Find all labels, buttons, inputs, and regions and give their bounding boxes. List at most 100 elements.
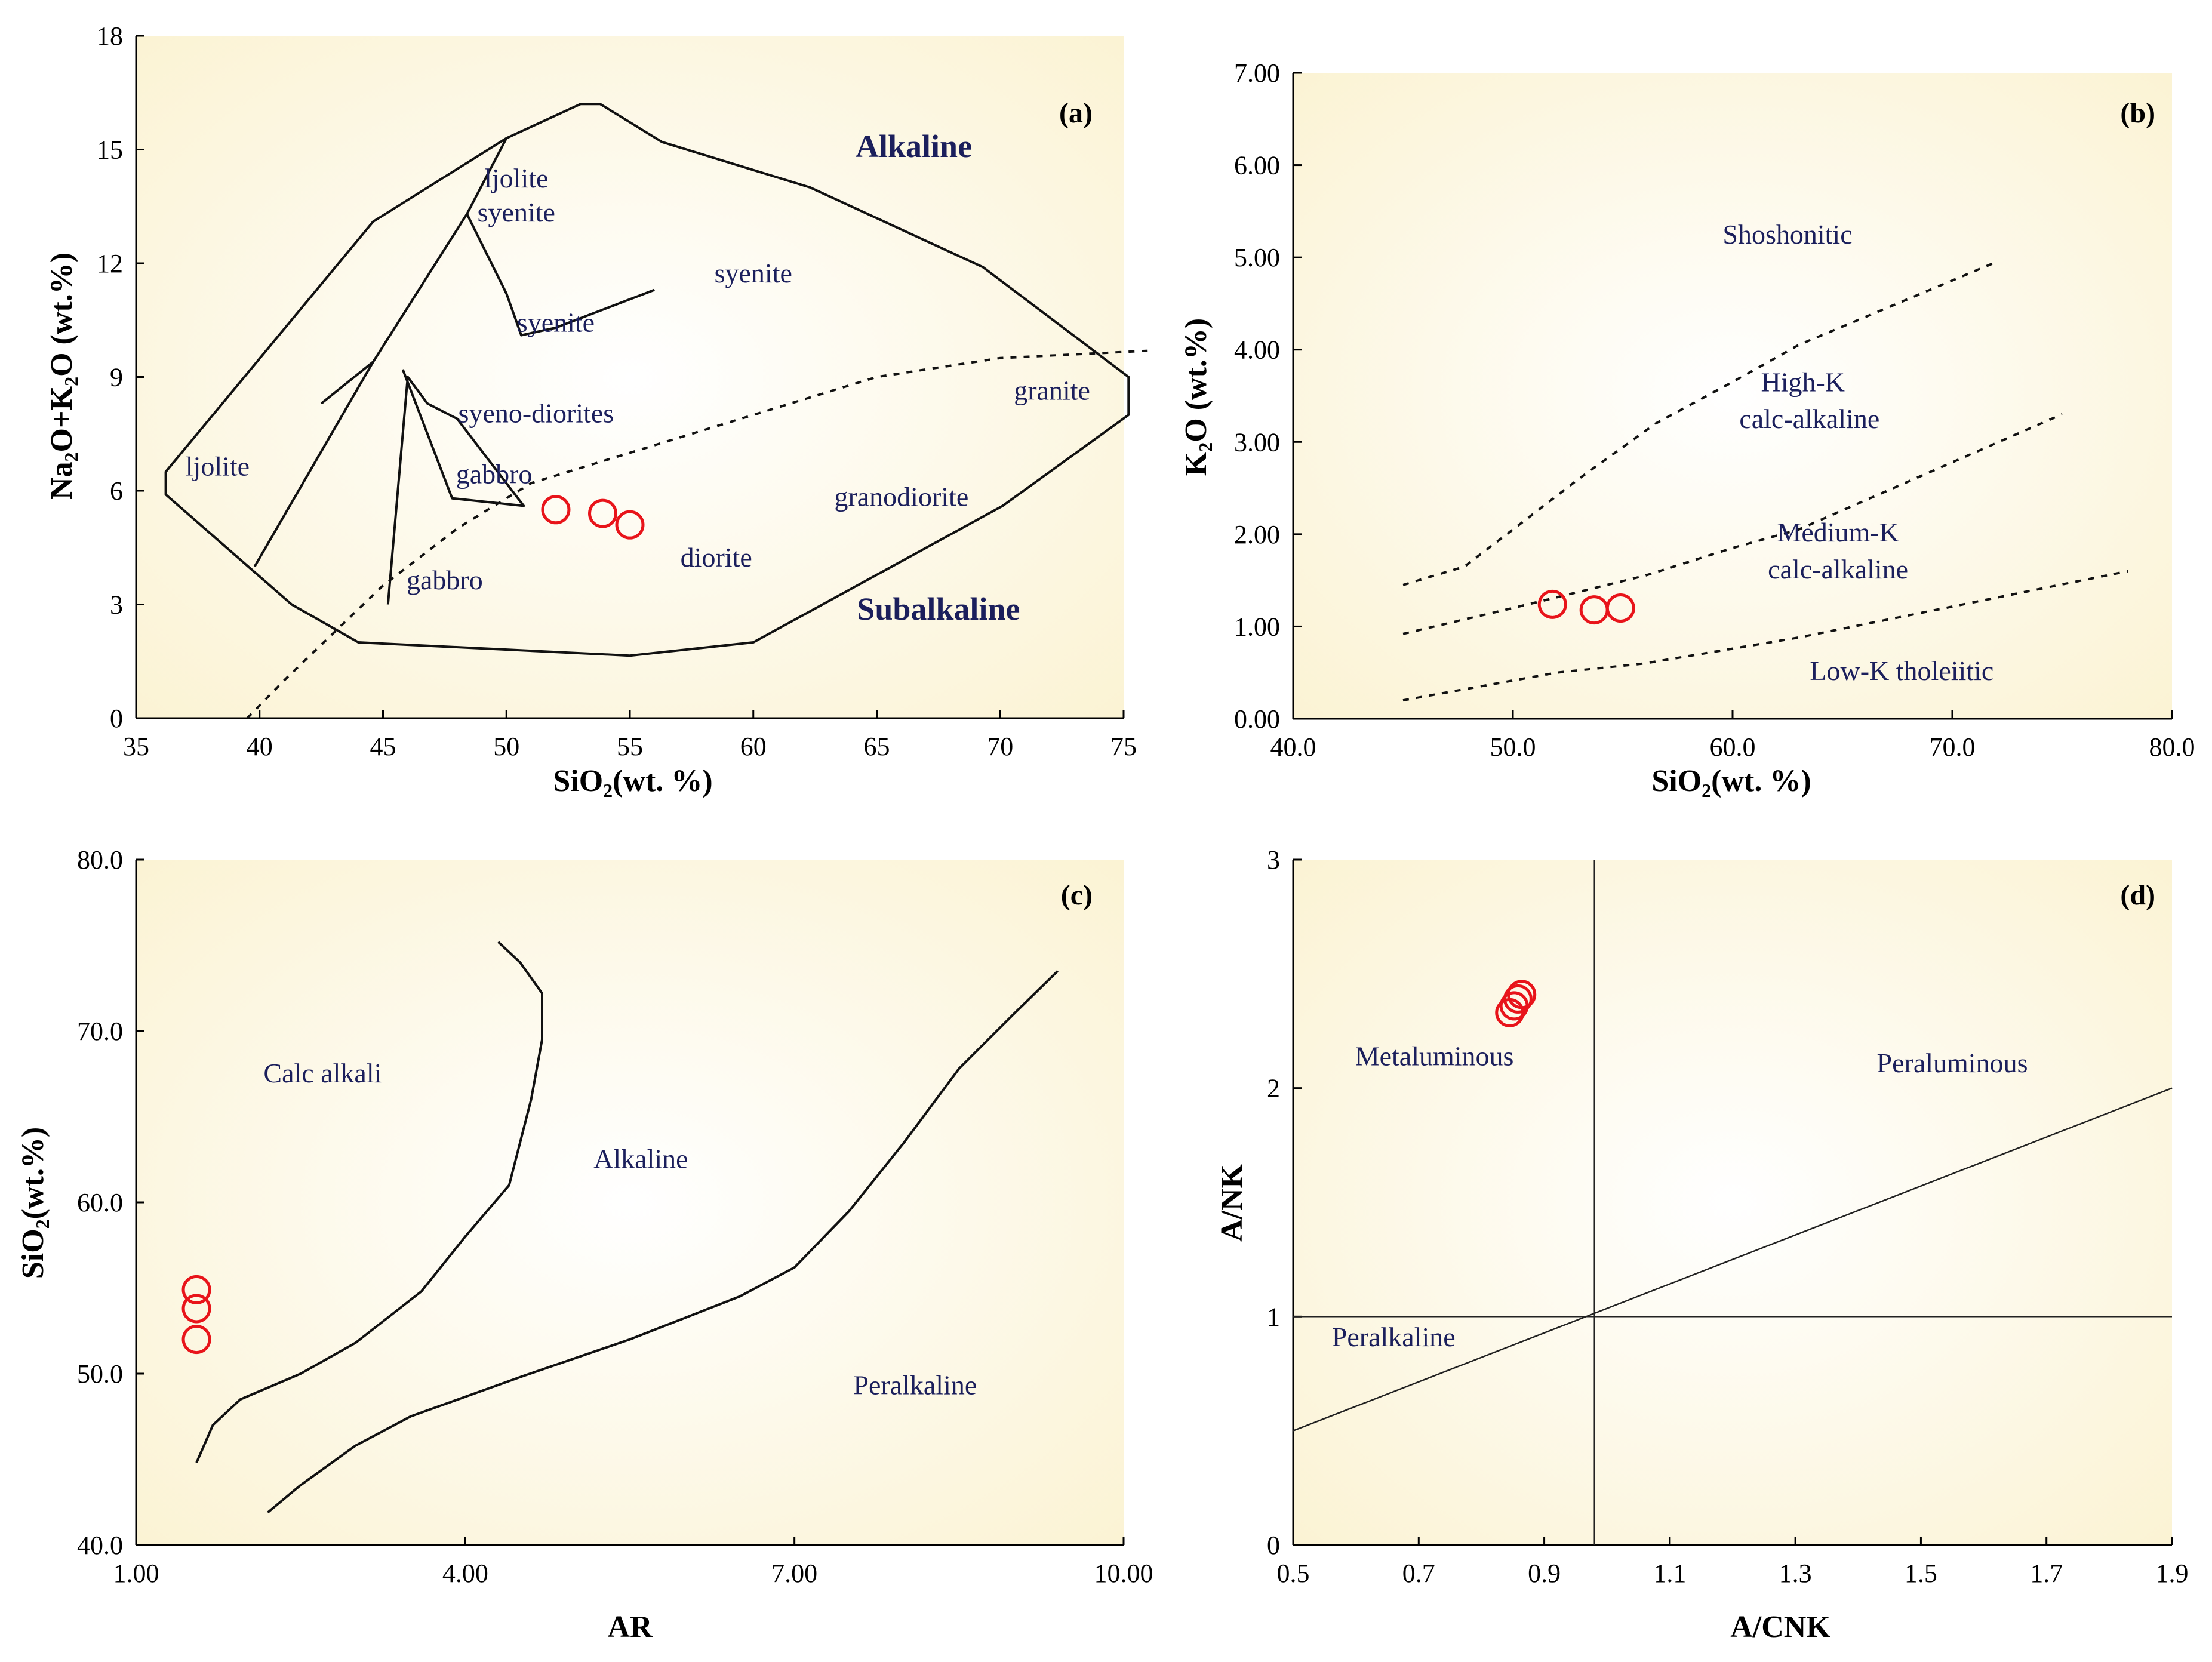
field-label: Peraluminous: [1877, 1048, 2028, 1078]
field-label: Shoshonitic: [1722, 219, 1852, 250]
x-tick-label: 45: [370, 732, 396, 761]
alkaline-subalkaline-divider: [246, 349, 1153, 719]
sample-point: [615, 510, 645, 540]
y-tick-label: 7.00: [1234, 59, 1280, 88]
x-tick-label: 0.7: [1402, 1559, 1435, 1588]
sample-point: [1605, 593, 1635, 623]
sample-point: [181, 1325, 211, 1355]
field-label: ljolite: [484, 163, 548, 193]
y-tick-label: 5.00: [1234, 243, 1280, 272]
y-tick-label: 70.0: [77, 1017, 123, 1046]
y-tick-label: 3: [1267, 845, 1280, 875]
x-axis-label-c: AR: [607, 1610, 653, 1644]
y-tick-label: 12: [97, 249, 123, 278]
panel-a: 35 40 45 50 55 60 65 70 75 0 3 6 9 12 15 18 ljolite ljoli…: [45, 21, 1153, 801]
series-divider-line: [1402, 570, 2128, 702]
x-tick-label: 50: [493, 732, 519, 761]
y-tick-label: 80.0: [77, 845, 123, 875]
y-tick-label: 3.00: [1234, 427, 1280, 457]
field-label: calc-alkaline: [1768, 554, 1908, 584]
x-tick-label: 65: [864, 732, 890, 761]
field-label: granite: [1014, 376, 1090, 406]
y-tick-label: 3: [110, 590, 123, 620]
y-tick-label: 0.00: [1234, 704, 1280, 734]
panel-d: 0.5 0.7 0.9 1.1 1.3 1.5 1.7 1.9 0 1 2 3 Metaluminous…: [1215, 845, 2189, 1644]
field-label: High-K: [1761, 367, 1845, 397]
panel-c: 1.00 4.00 7.00 10.00 40.0 50.0 60.0 70.0 80.0 Cal…: [16, 845, 1153, 1644]
y-tick-label: 2: [1267, 1074, 1280, 1103]
y-axis-label-d: A/NK: [1215, 1164, 1249, 1242]
sample-point: [541, 495, 571, 525]
field-label: syeno-diorites: [459, 398, 614, 429]
plot-area-a: [136, 36, 1124, 718]
field-label: Alkaline: [856, 128, 972, 164]
field-label: syenite: [517, 307, 595, 337]
y-tick-label: 4.00: [1234, 336, 1280, 365]
x-tick-label: 70.0: [1930, 732, 1976, 762]
x-tick-label: 75: [1110, 732, 1137, 761]
panel-label-a: (a): [1059, 97, 1093, 129]
plot-area-b: [1293, 73, 2172, 719]
series-divider-line: [1402, 413, 2063, 635]
field-label: gabbro: [456, 458, 533, 489]
field-boundary-curve: [195, 941, 543, 1463]
field-boundary-line: [253, 137, 508, 568]
y-axis-label-b: K2O (wt.%): [1179, 318, 1216, 476]
field-label: Calc alkali: [263, 1058, 382, 1088]
field-label: Metaluminous: [1355, 1041, 1514, 1071]
x-tick-label: 1.9: [2156, 1559, 2189, 1588]
x-axis-label-b: SiO2(wt. %): [1651, 764, 1811, 801]
x-tick-label: 0.5: [1277, 1559, 1310, 1588]
y-tick-label: 0: [110, 704, 123, 733]
field-boundary-line: [466, 213, 656, 337]
y-tick-label: 9: [110, 363, 123, 392]
y-tick-label: 18: [97, 21, 123, 51]
panel-label-c: (c): [1061, 879, 1093, 911]
marks-d: 0.5 0.7 0.9 1.1 1.3 1.5 1.7 1.9 0 1 2 3 Metaluminous…: [1267, 845, 2189, 1588]
marks-b: 40.0 50.0 60.0 70.0 80.0 0.00 1.00 2.00 3.00 4.00…: [1234, 59, 2195, 762]
x-tick-label: 1.5: [1905, 1559, 1937, 1588]
x-tick-label: 55: [617, 732, 643, 761]
x-axis-label-d: A/CNK: [1730, 1610, 1830, 1644]
field-label: gabbro: [407, 565, 483, 595]
x-tick-label: 7.00: [771, 1559, 817, 1588]
panel-b: 40.0 50.0 60.0 70.0 80.0 0.00 1.00 2.00 3.00 4.00…: [1179, 59, 2195, 801]
field-boundary-line: [320, 361, 374, 405]
y-tick-label: 40.0: [77, 1531, 123, 1560]
y-tick-label: 2.00: [1234, 520, 1280, 549]
y-tick-label: 6: [110, 476, 123, 506]
sample-point: [1503, 984, 1533, 1014]
field-label: ljolite: [186, 451, 250, 482]
x-axis-label-a: SiO2(wt. %): [553, 764, 712, 801]
field-boundary-line: [1293, 1087, 2173, 1432]
x-tick-label: 60: [740, 732, 767, 761]
x-tick-label: 1.3: [1779, 1559, 1812, 1588]
sample-point: [181, 1294, 211, 1324]
field-label: granodiorite: [834, 481, 968, 512]
y-tick-label: 6.00: [1234, 151, 1280, 180]
y-tick-label: 15: [97, 136, 123, 165]
marks-a: 35 40 45 50 55 60 65 70 75 0 3 6 9 12 15 18 ljolite ljoli…: [97, 21, 1153, 761]
field-boundary-line: [164, 103, 1130, 657]
y-tick-label: 1: [1267, 1302, 1280, 1331]
x-tick-label: 1.00: [113, 1559, 159, 1588]
x-tick-label: 35: [123, 732, 149, 761]
sample-point: [588, 498, 618, 528]
field-label: Medium-K: [1777, 517, 1899, 547]
field-label: Alkaline: [593, 1144, 688, 1174]
field-label: Subalkaline: [857, 591, 1020, 627]
sample-point: [1507, 980, 1537, 1009]
x-tick-label: 60.0: [1710, 732, 1756, 762]
panel-label-b: (b): [2120, 97, 2155, 129]
x-tick-label: 40: [247, 732, 273, 761]
x-tick-label: 1.1: [1653, 1559, 1686, 1588]
field-label: Low-K tholeiitic: [1810, 655, 1993, 686]
y-tick-label: 1.00: [1234, 612, 1280, 641]
plot-area-c: [136, 860, 1124, 1545]
field-label: Peralkaline: [1332, 1322, 1456, 1352]
y-axis-label-c: SiO2(wt.%): [16, 1127, 53, 1279]
field-boundary-line: [386, 369, 525, 605]
x-tick-label: 4.00: [442, 1559, 488, 1588]
sample-point: [181, 1275, 211, 1304]
